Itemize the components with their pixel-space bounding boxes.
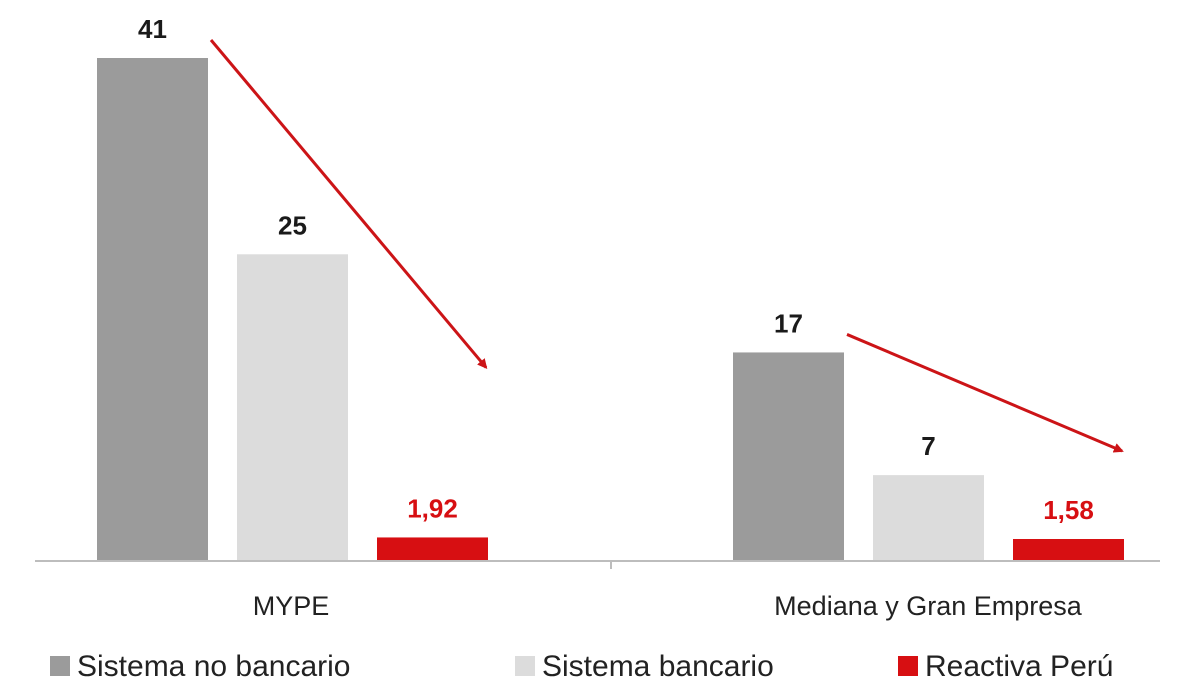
bar-0-0	[97, 58, 208, 561]
data-label-0-0: 41	[138, 14, 167, 44]
trend-arrow-0	[209, 39, 488, 369]
trend-arrow-1	[846, 333, 1124, 453]
legend-label-2: Reactiva Perú	[925, 650, 1113, 683]
category-label-0: MYPE	[253, 591, 330, 621]
data-label-0-1: 25	[278, 210, 307, 240]
data-label-1-1: 7	[921, 431, 935, 461]
legend-label-0: Sistema no bancario	[77, 650, 351, 683]
bar-1-0	[733, 352, 844, 561]
bar-1-1	[873, 475, 984, 561]
bar-0-2	[377, 537, 488, 561]
data-label-1-2: 1,58	[1043, 495, 1094, 525]
legend-swatch-0	[50, 656, 70, 676]
legend-swatch-1	[515, 656, 535, 676]
legend-swatch-2	[898, 656, 918, 676]
data-label-0-2: 1,92	[407, 493, 458, 523]
bar-0-1	[237, 254, 348, 562]
bar-1-2	[1013, 539, 1124, 561]
legend-label-1: Sistema bancario	[542, 650, 774, 683]
category-label-1: Mediana y Gran Empresa	[774, 591, 1083, 621]
data-label-1-0: 17	[774, 308, 803, 338]
